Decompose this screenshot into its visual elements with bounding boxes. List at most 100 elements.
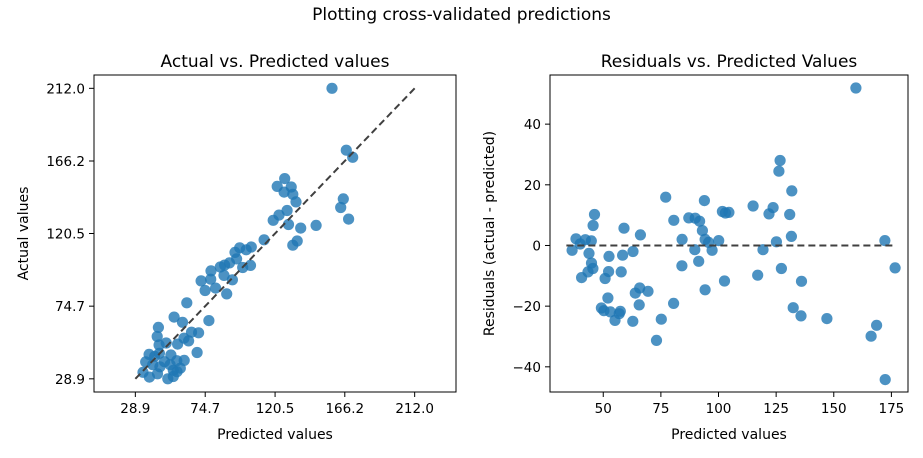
scatter-point bbox=[221, 288, 233, 300]
scatter-point bbox=[164, 359, 176, 371]
scatter-point bbox=[879, 235, 891, 247]
scatter-point bbox=[660, 191, 672, 203]
scatter-point bbox=[713, 235, 725, 247]
scatter-point bbox=[773, 165, 785, 177]
scatter-point bbox=[655, 313, 667, 325]
scatter-point bbox=[629, 287, 641, 299]
plot-frame bbox=[549, 74, 909, 393]
x-tick-label: 74.7 bbox=[190, 401, 220, 417]
x-tick-label: 50 bbox=[595, 401, 612, 417]
scatter-point bbox=[326, 82, 338, 94]
scatter-point bbox=[176, 316, 189, 328]
scatter-point bbox=[214, 261, 226, 273]
y-tick-label: 120.5 bbox=[46, 227, 85, 243]
x-axis-label: Predicted values bbox=[217, 427, 333, 443]
scatter-point bbox=[693, 255, 705, 267]
scatter-point bbox=[310, 219, 322, 231]
scatter-point bbox=[642, 285, 654, 297]
scatter-point bbox=[609, 314, 621, 326]
scatter-point bbox=[343, 213, 355, 225]
x-tick-label: 150 bbox=[821, 401, 847, 417]
scatter-point bbox=[650, 334, 663, 346]
scatter-point bbox=[273, 209, 285, 221]
scatter-point bbox=[168, 311, 180, 323]
scatter-point bbox=[865, 330, 877, 342]
y-tick-label: −20 bbox=[513, 299, 542, 315]
scatter-point bbox=[566, 244, 578, 256]
scatter-point bbox=[617, 249, 629, 261]
scatter-point bbox=[871, 319, 883, 331]
x-tick-label: 212.0 bbox=[395, 401, 434, 417]
scatter-point bbox=[603, 250, 615, 262]
scatter-point bbox=[185, 326, 198, 338]
scatter-point bbox=[850, 82, 862, 94]
scatter-point bbox=[162, 373, 174, 385]
x-tick-label: 175 bbox=[879, 401, 905, 417]
scatter-point bbox=[718, 275, 731, 287]
scatter-point bbox=[618, 222, 630, 234]
y-tick-label: 40 bbox=[524, 117, 541, 133]
scatter-point bbox=[278, 186, 290, 198]
x-tick-label: 125 bbox=[763, 401, 789, 417]
x-tick-label: 75 bbox=[652, 401, 669, 417]
x-tick-label: 120.5 bbox=[256, 401, 295, 417]
scatter-point bbox=[785, 230, 798, 242]
y-tick-label: 212.0 bbox=[46, 81, 85, 97]
y-tick-label: 20 bbox=[524, 178, 541, 194]
scatter-point bbox=[183, 335, 195, 347]
x-tick-label: 100 bbox=[706, 401, 732, 417]
scatter-point bbox=[694, 215, 706, 227]
scatter-point bbox=[147, 359, 159, 371]
scatter-point bbox=[706, 244, 718, 256]
chart-marks bbox=[134, 82, 416, 385]
scatter-point bbox=[668, 214, 680, 226]
scatter-point bbox=[587, 219, 599, 232]
scatter-point bbox=[634, 229, 647, 241]
y-tick-label: −40 bbox=[513, 360, 542, 376]
chart-title: Residuals vs. Predicted Values bbox=[601, 52, 858, 72]
scatter-point bbox=[574, 238, 586, 250]
scatter-point bbox=[210, 282, 222, 294]
scatter-point bbox=[786, 185, 798, 197]
scatter-point bbox=[752, 269, 764, 281]
scatter-point bbox=[775, 262, 788, 275]
scatter-point bbox=[698, 195, 711, 207]
y-axis-label: Residuals (actual - predicted) bbox=[482, 131, 498, 336]
scatter-point bbox=[676, 233, 688, 245]
scatter-point bbox=[143, 371, 155, 383]
chart-marks bbox=[566, 82, 901, 386]
scatter-point bbox=[699, 284, 711, 296]
scatter-point bbox=[151, 330, 163, 343]
residuals-vs-predicted-chart: Residuals vs. Predicted Values 50 75 100 12… bbox=[482, 52, 909, 443]
scatter-point bbox=[335, 201, 347, 214]
y-tick-label: 74.7 bbox=[55, 299, 85, 315]
scatter-point bbox=[747, 200, 759, 212]
scatter-point bbox=[340, 144, 352, 156]
scatter-point bbox=[287, 239, 299, 251]
scatter-point bbox=[627, 245, 639, 258]
y-axis: 28.9 74.7 120.5 166.2 212.0 bbox=[46, 81, 94, 388]
scatter-point bbox=[172, 338, 184, 350]
scatter-point bbox=[627, 315, 639, 327]
scatter-point bbox=[696, 225, 709, 237]
scatter-point bbox=[879, 374, 891, 386]
scatter-point bbox=[795, 275, 808, 287]
actual-vs-predicted-chart: Actual vs. Predicted values 28.9 74.7 120.… bbox=[16, 52, 457, 443]
scatter-point bbox=[226, 274, 238, 286]
scatter-point bbox=[203, 315, 215, 327]
scatter-point bbox=[668, 297, 680, 309]
scatter-point bbox=[795, 310, 807, 322]
reference-line bbox=[134, 87, 416, 380]
scatter-point bbox=[152, 321, 164, 333]
scatter-point bbox=[588, 208, 601, 221]
scatter-point bbox=[633, 299, 645, 311]
scatter-point bbox=[282, 218, 295, 231]
figure-title: Plotting cross-validated predictions bbox=[312, 5, 611, 25]
scatter-point bbox=[191, 346, 203, 359]
scatter-point bbox=[689, 244, 701, 256]
y-axis-label: Actual values bbox=[16, 187, 32, 281]
scatter-point bbox=[676, 260, 688, 272]
scatter-point bbox=[784, 208, 796, 221]
scatter-point bbox=[218, 269, 230, 281]
